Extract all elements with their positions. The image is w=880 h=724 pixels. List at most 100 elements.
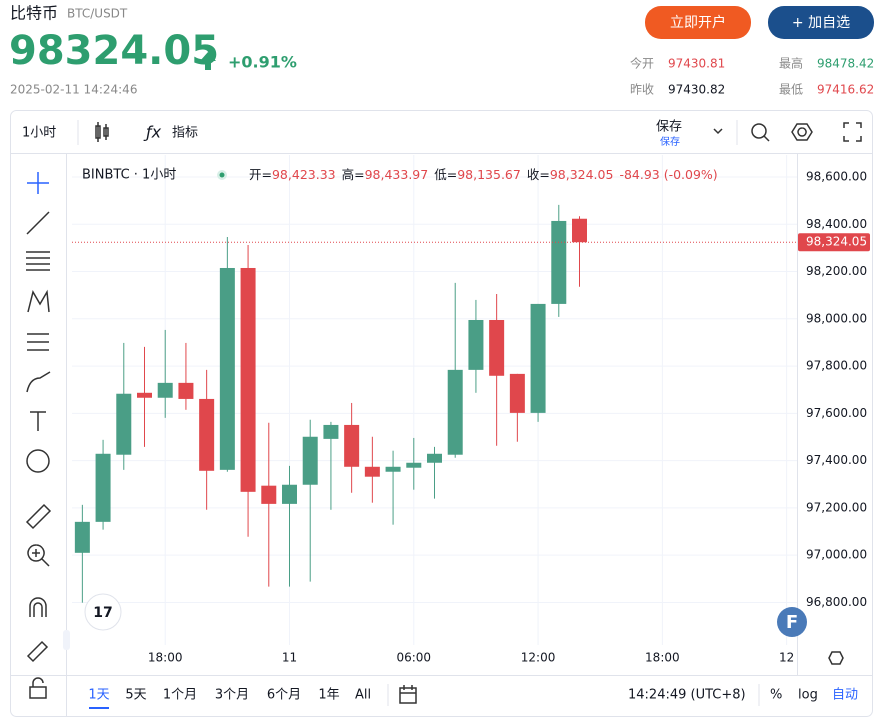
legend-part: 98,324.05 (550, 167, 614, 182)
text-tool[interactable] (30, 411, 46, 431)
ohlc-legend: 开=98,423.33 高=98,433.97 低=98,135.67 收=98,32… (249, 167, 718, 182)
projection-tool[interactable] (27, 333, 49, 351)
settings-icon[interactable] (791, 123, 813, 141)
candle-body (364, 466, 380, 477)
candle-body (157, 382, 173, 398)
stat-label: 今开 (630, 56, 654, 71)
candle-body (572, 218, 587, 243)
ruler-tool[interactable] (25, 503, 52, 530)
range-button[interactable]: All (355, 688, 371, 703)
legend-part: 98,433.97 (365, 167, 429, 182)
candle-body (406, 462, 422, 468)
y-tick-label: 97,000.00 (806, 548, 867, 562)
x-tick-label: 18:00 (645, 651, 680, 665)
calendar-icon[interactable] (399, 685, 417, 704)
save-menu[interactable] (713, 128, 723, 135)
x-tick-label: 18:00 (148, 651, 183, 665)
candle-body (261, 485, 277, 504)
range-button[interactable]: 3个月 (215, 688, 249, 703)
auto-toggle[interactable]: 自动 (832, 688, 858, 703)
save-sub: 保存 (660, 135, 680, 148)
range-bar: 1天 5天 1个月 3个月 6个月 1年 All (88, 688, 371, 709)
candle-body (344, 424, 360, 467)
fib-tool[interactable] (26, 251, 50, 271)
alert-icon[interactable] (751, 123, 770, 142)
fx-icon[interactable]: ƒx (143, 123, 162, 142)
asset-pair: BTC/USDT (67, 7, 128, 21)
stat-label: 最低 (779, 83, 803, 97)
legend-part: 收= (527, 167, 550, 182)
candle-body (427, 453, 442, 463)
line-tool[interactable] (26, 211, 50, 235)
logo-mark: 17 (93, 605, 112, 621)
y-tick-label: 98,000.00 (806, 311, 867, 325)
zoom-tool[interactable] (27, 544, 50, 567)
legend-part: 低= (434, 167, 457, 182)
range-button[interactable]: 1个月 (163, 688, 197, 703)
legend-part: -84.93 (-0.09%) (619, 167, 717, 182)
fullscreen-icon[interactable] (843, 122, 862, 142)
lock-draw-tool[interactable] (26, 640, 49, 663)
pattern-tool[interactable] (27, 289, 50, 313)
logo[interactable] (84, 593, 122, 631)
stat-value: 98478.42 (817, 57, 874, 71)
crosshair-tool[interactable] (27, 172, 49, 194)
stat-value: 97416.62 (817, 83, 874, 97)
x-tick-label: 06:00 (396, 651, 431, 665)
y-tick-label: 98,600.00 (806, 169, 867, 183)
lock-tool[interactable] (29, 677, 47, 699)
range-button[interactable]: 1天 (88, 688, 109, 703)
range-button[interactable]: 1年 (318, 688, 339, 703)
x-tick-label: 12 (779, 651, 794, 665)
y-tick-label: 97,800.00 (806, 359, 867, 373)
last-price-label: 98,324.05 (806, 235, 867, 249)
x-tick-label: 12:00 (521, 651, 556, 665)
save[interactable]: 保存 (656, 120, 682, 135)
stat-value: 97430.82 (668, 83, 725, 97)
status-dot-core (219, 172, 225, 178)
stat-label: 最高 (779, 56, 803, 71)
f-badge[interactable] (777, 607, 807, 637)
candle-body (447, 369, 463, 455)
brush-tool[interactable] (26, 371, 51, 393)
asset-name: 比特币 (10, 4, 58, 23)
candle-body (240, 267, 256, 492)
y-tick-label: 98,200.00 (806, 264, 867, 278)
legend-part: 98,135.67 (457, 167, 521, 182)
chart-frame (10, 110, 873, 717)
f-badge-label: F (786, 612, 798, 633)
collapse-handle[interactable] (63, 630, 70, 650)
candle-body (116, 393, 132, 455)
add-watch-label: + 加自选 (792, 15, 850, 31)
stat-value: 97430.81 (668, 57, 725, 71)
candle-body (74, 521, 90, 553)
y-tick-label: 97,600.00 (806, 406, 867, 420)
drawing-tools (25, 172, 52, 699)
chart-area: 98,600.00 98,400.00 98,200.00 98,000.00 97,8… (72, 155, 870, 665)
add-watch-button[interactable] (768, 6, 874, 39)
range-button[interactable]: 5天 (125, 688, 146, 703)
datetime: 2025-02-11 14:24:46 (10, 83, 137, 97)
open-account-button[interactable] (645, 6, 751, 39)
candle-body (302, 436, 318, 485)
indicators[interactable]: 指标 (172, 126, 198, 141)
legend-part: 98,423.33 (272, 167, 336, 182)
y-tick-label: 97,400.00 (806, 453, 867, 467)
candle-body (95, 453, 111, 522)
magnet-tool[interactable] (29, 597, 47, 617)
range-button[interactable]: 6个月 (267, 688, 301, 703)
emoji-tool[interactable] (26, 449, 50, 473)
candle-body (530, 303, 546, 413)
interval[interactable]: 1小时 (22, 126, 56, 141)
candle-type-icon[interactable] (95, 122, 109, 142)
legend-part: 开= (249, 167, 272, 182)
percent-toggle[interactable]: % (770, 688, 782, 703)
log-toggle[interactable]: log (798, 688, 818, 703)
x-tick-label: 11 (282, 651, 297, 665)
y-tick-label: 98,400.00 (806, 217, 867, 231)
axis-settings[interactable] (828, 651, 844, 665)
y-tick-label: 96,800.00 (806, 595, 867, 609)
candle-body (468, 319, 484, 370)
candle-body (282, 484, 297, 504)
